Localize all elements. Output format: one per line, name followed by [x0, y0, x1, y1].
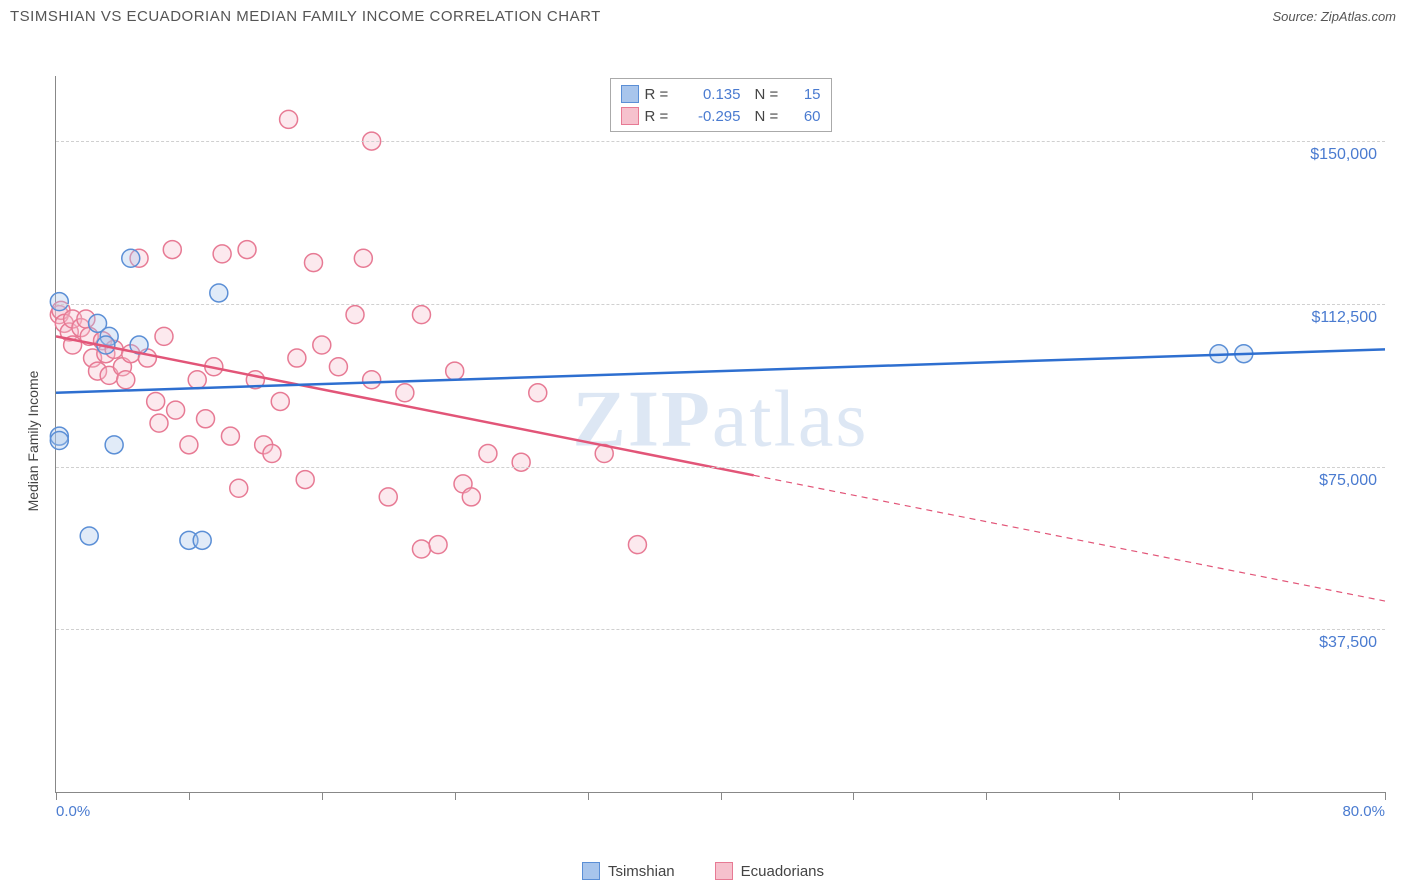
legend-item-tsimshian: Tsimshian [582, 862, 675, 880]
correlation-legend: R = 0.135 N = 15 R = -0.295 N = 60 [610, 78, 832, 132]
x-tick [455, 792, 456, 800]
data-point [412, 306, 430, 324]
ecuadorians-r-value: -0.295 [681, 108, 741, 125]
x-max-label: 80.0% [1342, 803, 1385, 820]
tsimshian-swatch-icon [621, 85, 639, 103]
chart-area: Median Family Income ZIPatlas R = 0.135 … [45, 38, 1395, 843]
data-point [462, 488, 480, 506]
x-tick [1252, 792, 1253, 800]
n-label: N = [755, 86, 785, 103]
data-point [180, 436, 198, 454]
data-point [238, 241, 256, 259]
gridline [56, 467, 1385, 468]
data-point [288, 349, 306, 367]
legend-item-ecuadorians: Ecuadorians [715, 862, 824, 880]
data-point [155, 327, 173, 345]
x-tick [986, 792, 987, 800]
data-point [221, 427, 239, 445]
tsimshian-label: Tsimshian [608, 863, 675, 880]
plot-region: ZIPatlas R = 0.135 N = 15 R = -0.295 N =… [55, 76, 1385, 793]
data-point [80, 527, 98, 545]
data-point [163, 241, 181, 259]
x-tick [721, 792, 722, 800]
data-point [479, 445, 497, 463]
data-point [429, 536, 447, 554]
data-point [188, 371, 206, 389]
y-tick-label: $37,500 [1319, 634, 1377, 652]
tsimshian-swatch-icon [582, 862, 600, 880]
data-point [50, 432, 68, 450]
x-tick [322, 792, 323, 800]
data-point [313, 336, 331, 354]
data-point [280, 110, 298, 128]
data-point [167, 401, 185, 419]
correlation-legend-row-ecuadorians: R = -0.295 N = 60 [621, 105, 821, 127]
data-point [50, 293, 68, 311]
source-attribution: Source: ZipAtlas.com [1272, 9, 1396, 24]
data-point [304, 254, 322, 272]
gridline [56, 629, 1385, 630]
x-tick [1119, 792, 1120, 800]
data-point [263, 445, 281, 463]
ecuadorians-n-value: 60 [791, 108, 821, 125]
tsimshian-n-value: 15 [791, 86, 821, 103]
data-point [117, 371, 135, 389]
correlation-legend-row-tsimshian: R = 0.135 N = 15 [621, 83, 821, 105]
r-label: R = [645, 108, 675, 125]
gridline [56, 304, 1385, 305]
data-point [512, 453, 530, 471]
n-label: N = [755, 108, 785, 125]
ecuadorians-label: Ecuadorians [741, 863, 824, 880]
data-point [346, 306, 364, 324]
data-point [213, 245, 231, 263]
r-label: R = [645, 86, 675, 103]
y-tick-label: $150,000 [1310, 146, 1377, 164]
data-point [147, 392, 165, 410]
x-tick [1385, 792, 1386, 800]
data-point [296, 471, 314, 489]
x-tick [588, 792, 589, 800]
data-point [150, 414, 168, 432]
plot-svg [56, 76, 1385, 792]
data-point [329, 358, 347, 376]
data-point [105, 436, 123, 454]
chart-title: TSIMSHIAN VS ECUADORIAN MEDIAN FAMILY IN… [10, 8, 601, 25]
x-tick [189, 792, 190, 800]
tsimshian-r-value: 0.135 [681, 86, 741, 103]
y-axis-label: Median Family Income [25, 370, 41, 511]
data-point [529, 384, 547, 402]
trendline [754, 475, 1385, 601]
ecuadorians-swatch-icon [715, 862, 733, 880]
data-point [122, 249, 140, 267]
data-point [197, 410, 215, 428]
x-tick [853, 792, 854, 800]
ecuadorians-swatch-icon [621, 107, 639, 125]
y-tick-label: $112,500 [1311, 309, 1377, 327]
data-point [193, 531, 211, 549]
data-point [628, 536, 646, 554]
data-point [363, 371, 381, 389]
gridline [56, 141, 1385, 142]
y-tick-label: $75,000 [1319, 472, 1377, 490]
x-min-label: 0.0% [56, 803, 90, 820]
data-point [354, 249, 372, 267]
data-point [230, 479, 248, 497]
data-point [271, 392, 289, 410]
series-legend: Tsimshian Ecuadorians [0, 862, 1406, 880]
data-point [379, 488, 397, 506]
x-tick [56, 792, 57, 800]
data-point [412, 540, 430, 558]
data-point [210, 284, 228, 302]
data-point [396, 384, 414, 402]
data-point [446, 362, 464, 380]
